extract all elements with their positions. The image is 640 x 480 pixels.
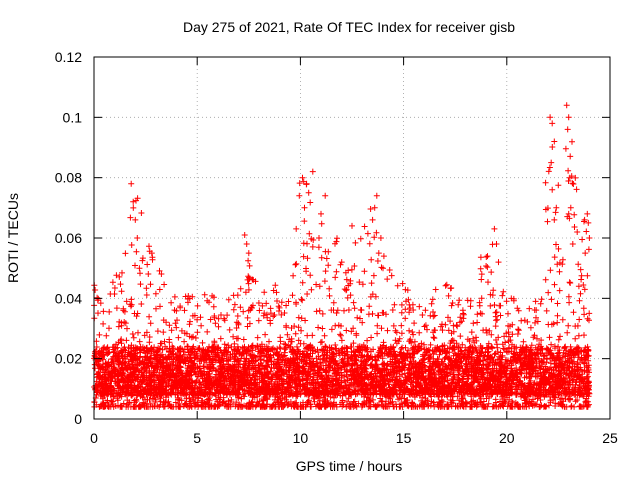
x-tick-label: 15 (396, 430, 412, 446)
x-tick-label: 25 (602, 430, 618, 446)
chart-title: Day 275 of 2021, Rate Of TEC Index for r… (183, 19, 515, 35)
y-tick-label: 0.04 (55, 290, 82, 306)
x-tick-label: 5 (193, 430, 201, 446)
y-tick-label: 0 (74, 411, 82, 427)
y-axis-label: ROTI / TECUs (5, 193, 21, 283)
y-tick-label: 0.1 (63, 109, 83, 125)
x-tick-labels: 0 5 10 15 20 25 (90, 430, 618, 446)
grid (94, 57, 610, 419)
y-tick-label: 0.08 (55, 170, 82, 186)
axis-ticks (93, 56, 611, 420)
y-tick-label: 0.12 (55, 49, 82, 65)
data-points (91, 102, 593, 410)
y-tick-label: 0.02 (55, 351, 82, 367)
x-tick-label: 0 (90, 430, 98, 446)
y-tick-label: 0.06 (55, 230, 82, 246)
x-tick-label: 10 (293, 430, 309, 446)
roti-points (91, 102, 593, 410)
x-axis-label: GPS time / hours (296, 458, 403, 474)
y-tick-labels: 0 0.02 0.04 0.06 0.08 0.1 0.12 (55, 49, 82, 427)
x-tick-label: 20 (499, 430, 515, 446)
